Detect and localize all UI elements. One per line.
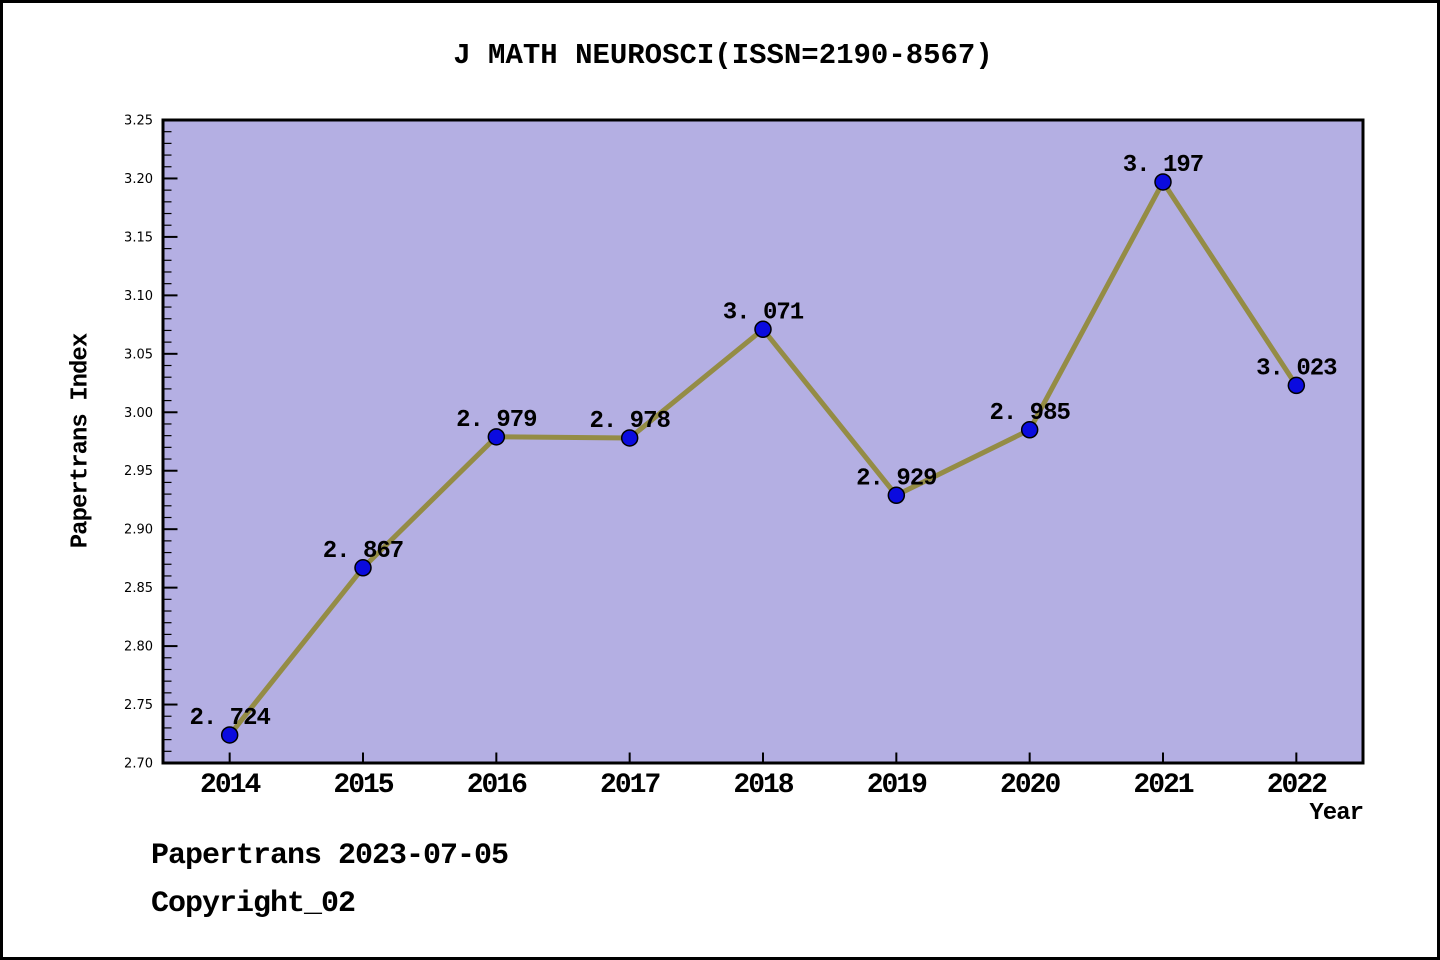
footer-date: Papertrans 2023-07-05 xyxy=(151,839,509,873)
chart-title: J MATH NEUROSCI(ISSN=2190-8567) xyxy=(453,39,993,72)
data-point xyxy=(1287,376,1306,395)
x-axis-tick-labels: 2014 2015 2016 2017 2018 2019 2020 2021 2022 xyxy=(200,770,1329,801)
y-tick-label: 2.70 xyxy=(124,757,153,772)
data-points xyxy=(220,173,1306,744)
point-label: 2. 929 xyxy=(856,465,936,492)
y-tick-label: 3.15 xyxy=(124,230,153,245)
point-label: 2. 985 xyxy=(989,400,1070,427)
y-tick-label: 3.25 xyxy=(124,114,153,129)
point-label: 3. 197 xyxy=(1123,152,1203,179)
y-tick-label: 3.05 xyxy=(124,347,153,362)
y-tick-label: 2.80 xyxy=(124,640,153,655)
y-tick-label: 3.10 xyxy=(124,289,153,304)
plot-svg: 2.70 2.75 2.80 2.85 2.90 2.95 3.00 3.05 3.10 3.15… xyxy=(124,114,1365,801)
x-axis-title: Year xyxy=(1309,800,1364,827)
point-label: 3. 071 xyxy=(723,299,804,326)
data-point xyxy=(1020,421,1039,439)
data-point xyxy=(1154,173,1172,191)
plot-area xyxy=(163,120,1363,763)
y-tick-label: 2.85 xyxy=(124,581,153,596)
x-tick-label: 2019 xyxy=(867,770,927,801)
y-tick-label: 3.20 xyxy=(124,172,153,187)
x-tick-label: 2016 xyxy=(467,770,527,801)
footer-copyright: Copyright_02 xyxy=(151,887,356,921)
x-tick-label: 2014 xyxy=(200,770,260,801)
point-label: 2. 978 xyxy=(589,408,670,435)
y-tick-label: 2.95 xyxy=(124,464,153,479)
point-label: 2. 724 xyxy=(189,705,270,732)
x-tick-label: 2020 xyxy=(1000,770,1060,801)
x-tick-label: 2017 xyxy=(600,770,659,801)
point-label: 2. 979 xyxy=(456,407,536,434)
data-point xyxy=(887,486,906,505)
y-tick-label: 3.00 xyxy=(124,406,153,421)
y-tick-label: 2.75 xyxy=(124,698,153,713)
point-labels: 2. 724 2. 867 2. 979 2. 978 3. 071 2. 929 2. 9… xyxy=(189,152,1338,732)
data-point xyxy=(487,428,506,446)
point-label: 2. 867 xyxy=(323,538,403,565)
data-point xyxy=(354,559,372,577)
x-tick-label: 2018 xyxy=(733,770,793,801)
x-tick-label: 2022 xyxy=(1267,770,1327,801)
y-axis-ticks xyxy=(164,119,178,764)
data-point xyxy=(754,320,772,339)
plot-border xyxy=(161,118,1365,765)
data-point xyxy=(220,726,239,744)
y-axis-tick-labels: 2.70 2.75 2.80 2.85 2.90 2.95 3.00 3.05 3.10 3.15… xyxy=(124,114,153,772)
x-axis-ticks xyxy=(228,752,1298,762)
y-tick-label: 2.90 xyxy=(124,523,153,538)
x-tick-label: 2021 xyxy=(1133,770,1193,801)
point-label: 3. 023 xyxy=(1256,355,1337,382)
y-axis-title: Papertrans Index xyxy=(67,333,95,549)
data-point xyxy=(620,429,639,447)
x-tick-label: 2015 xyxy=(333,770,393,801)
